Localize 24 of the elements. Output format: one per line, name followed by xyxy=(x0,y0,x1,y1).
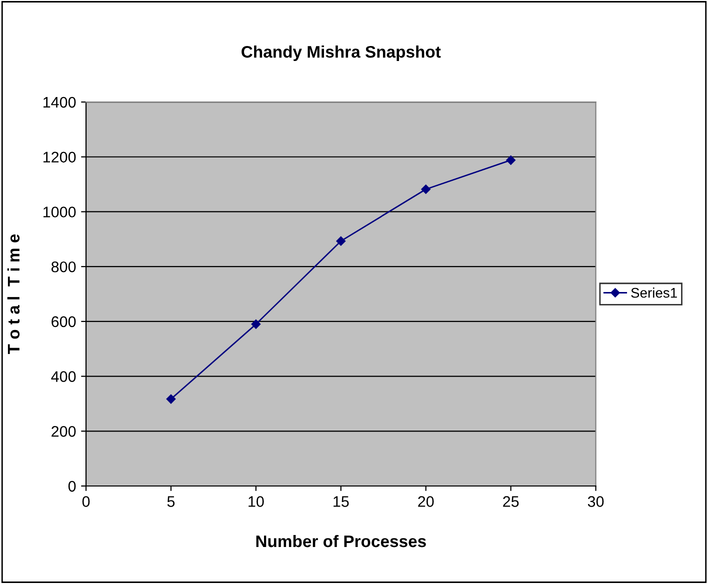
y-tick-label: 400 xyxy=(51,371,76,382)
point xyxy=(421,184,430,194)
y-tick-label: 0 xyxy=(68,480,76,492)
y-tick-label: 800 xyxy=(51,261,76,272)
y-tick-label: 600 xyxy=(52,316,76,328)
x-tick-label: 20 xyxy=(418,496,434,507)
x-tick-label: 5 xyxy=(167,496,175,507)
point xyxy=(251,320,261,329)
x-tick-label: 10 xyxy=(248,496,264,507)
y-tick-label: 200 xyxy=(52,426,76,437)
y-tick-label: 1200 xyxy=(43,152,76,163)
x-tick-label: 15 xyxy=(334,496,349,507)
point xyxy=(506,156,516,165)
x-tick-label: 0 xyxy=(82,496,90,507)
point xyxy=(336,236,346,246)
y-tick-label: 1400 xyxy=(43,96,76,108)
legend-label: Series1 xyxy=(631,288,677,298)
x-tick-label: 25 xyxy=(503,496,519,507)
x-tick-label: 30 xyxy=(588,496,604,507)
chart-title: Chandy Mishra Snapshot xyxy=(242,46,441,62)
point xyxy=(166,394,176,404)
y-tick-label: 1000 xyxy=(43,206,76,218)
x-axis-title: Number of Processes xyxy=(256,534,426,548)
y-axis-title: T o t a l T i m e xyxy=(7,234,20,354)
